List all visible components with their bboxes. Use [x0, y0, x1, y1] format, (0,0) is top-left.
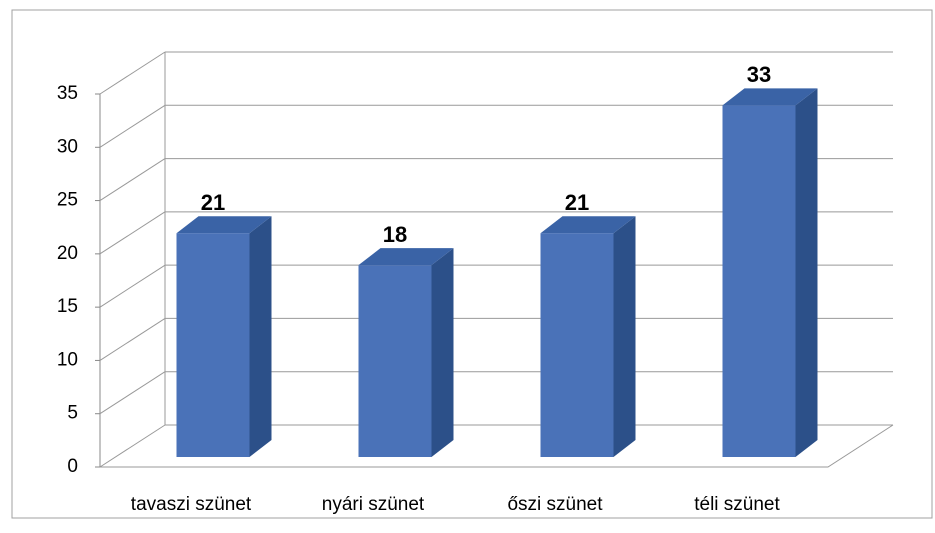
bar-side: [249, 216, 272, 457]
data-label: 33: [747, 62, 771, 87]
data-label: 21: [565, 190, 589, 215]
bar: [722, 105, 796, 458]
bar-side: [613, 216, 636, 457]
bar: [358, 265, 432, 457]
data-label: 21: [201, 190, 225, 215]
y-tick-label: 5: [67, 403, 78, 424]
bar-top: [358, 248, 454, 266]
grid-line: [99, 371, 166, 415]
bar-side: [431, 248, 454, 457]
x-tick-label: nyári szünet: [322, 494, 425, 515]
y-tick-label: 10: [57, 349, 78, 370]
grid-line: [99, 211, 166, 255]
bar-top: [540, 216, 636, 234]
grid-line: [99, 318, 166, 361]
floor: [100, 424, 894, 468]
data-label: 18: [383, 222, 407, 247]
x-tick-label: tavaszi szünet: [131, 494, 252, 515]
bar: [540, 233, 614, 457]
bar-side: [795, 88, 818, 458]
y-tick-label: 30: [57, 136, 78, 157]
grid-line: [99, 264, 166, 308]
y-tick-label: 35: [57, 83, 78, 104]
bar: [176, 233, 250, 457]
y-tick-label: 20: [57, 243, 78, 264]
y-tick-label: 25: [57, 190, 78, 211]
x-tick-label: őszi szünet: [507, 494, 603, 515]
y-tick-label: 0: [67, 456, 78, 477]
grid-line: [99, 104, 166, 148]
x-tick-label: téli szünet: [694, 494, 780, 515]
grid-line: [99, 424, 166, 468]
bar-top: [722, 88, 818, 106]
grid-line: [99, 158, 166, 201]
y-tick-label: 15: [57, 296, 78, 317]
bar-top: [176, 216, 272, 234]
grid-line: [99, 51, 166, 95]
